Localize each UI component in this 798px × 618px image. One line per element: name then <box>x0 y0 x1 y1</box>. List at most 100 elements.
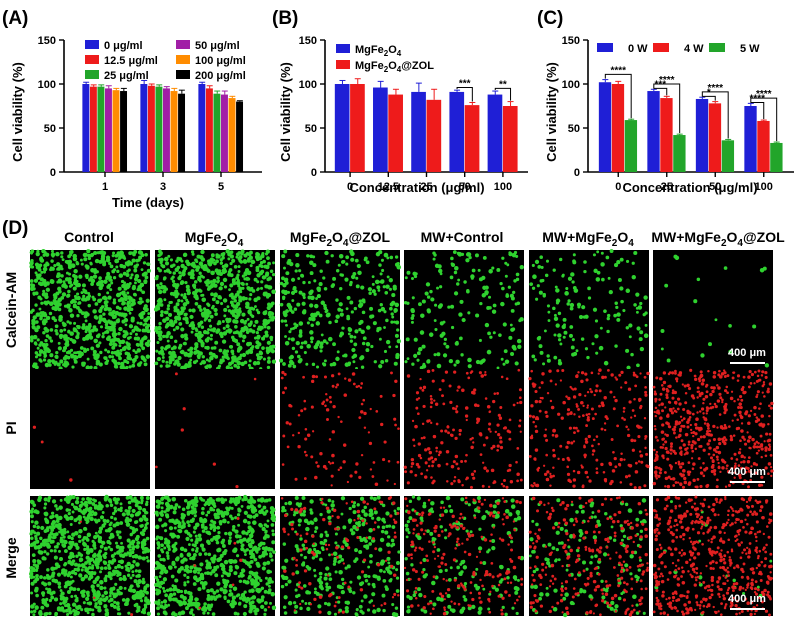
live-cell <box>569 306 574 311</box>
dead-cell <box>360 453 364 457</box>
live-cell <box>91 502 96 506</box>
live-cell <box>183 341 187 346</box>
dead-cell <box>747 485 750 489</box>
dead-cell <box>661 387 666 391</box>
dead-cell <box>624 475 629 479</box>
live-cell <box>256 547 261 551</box>
dead-cell <box>592 438 596 442</box>
live-cell <box>51 499 57 504</box>
live-cell <box>33 278 39 283</box>
live-cell <box>103 566 108 570</box>
live-cell <box>121 346 127 352</box>
dead-cell <box>760 484 764 487</box>
live-cell <box>298 269 302 273</box>
dead-cell <box>337 468 340 472</box>
live-cell <box>229 261 233 266</box>
live-cell <box>298 330 303 335</box>
dead-cell <box>768 432 772 436</box>
live-cell <box>92 352 97 357</box>
live-cell <box>45 552 50 556</box>
live-cell <box>146 559 150 563</box>
live-cell <box>433 353 437 357</box>
dead-cell <box>630 438 634 443</box>
dead-cell <box>552 453 556 458</box>
dead-cell <box>665 433 670 437</box>
live-cell <box>89 516 94 522</box>
dead-cell <box>498 416 503 420</box>
live-cell <box>455 340 459 344</box>
live-cell <box>117 572 121 576</box>
dead-cell <box>767 447 771 452</box>
dead-cell <box>638 486 642 490</box>
live-cell <box>245 276 250 281</box>
live-cell <box>236 278 240 283</box>
live-cell <box>131 251 134 255</box>
dead-cell <box>331 384 335 388</box>
live-cell <box>56 572 62 577</box>
live-cell <box>258 351 264 356</box>
live-cell <box>723 266 728 270</box>
live-cell <box>266 293 272 298</box>
live-cell <box>177 355 182 361</box>
dead-cell <box>708 439 712 443</box>
live-cell <box>29 499 34 504</box>
live-cell <box>555 323 560 328</box>
live-cell <box>47 575 52 580</box>
dead-cell <box>554 383 558 386</box>
live-cell <box>177 345 182 350</box>
live-cell <box>193 280 198 284</box>
live-cell <box>112 268 117 272</box>
dead-cell <box>310 405 314 409</box>
live-cell <box>365 342 371 347</box>
dead-cell <box>508 463 512 468</box>
bar <box>105 88 112 172</box>
live-cell <box>249 320 253 324</box>
dead-cell <box>576 429 580 433</box>
live-cell <box>353 306 358 311</box>
live-cell <box>179 546 185 552</box>
bar <box>236 101 244 172</box>
live-cell <box>480 358 485 364</box>
live-cell <box>255 331 259 335</box>
live-cell <box>190 321 194 325</box>
dead-cell <box>457 480 461 484</box>
live-cell <box>443 342 447 346</box>
dead-cell <box>686 425 690 429</box>
live-cell <box>353 335 357 339</box>
live-cell <box>123 257 127 260</box>
dead-cell <box>747 385 751 389</box>
live-cell <box>160 543 164 548</box>
live-cell <box>339 286 343 291</box>
live-cell <box>199 308 203 312</box>
live-cell <box>156 356 162 362</box>
dead-cell <box>446 480 449 483</box>
dead-cell <box>700 382 705 386</box>
dead-cell <box>683 476 687 481</box>
live-cell <box>141 556 146 561</box>
live-cell <box>212 595 216 599</box>
live-cell <box>236 554 240 558</box>
live-cell <box>107 295 112 300</box>
live-cell <box>262 505 267 510</box>
dead-cell <box>595 435 599 438</box>
dead-cell <box>578 392 582 397</box>
live-cell <box>137 569 142 574</box>
live-cell <box>488 269 493 274</box>
dead-cell <box>739 414 743 417</box>
panel-label-a: (A) <box>2 8 28 29</box>
dead-cell <box>471 436 474 440</box>
live-cell <box>140 341 143 345</box>
live-cell <box>105 255 111 260</box>
live-cell <box>74 594 78 598</box>
dead-cell <box>631 448 635 452</box>
live-cell <box>570 345 575 350</box>
live-cell <box>219 587 224 592</box>
live-cell <box>83 347 87 351</box>
dead-cell <box>584 372 588 376</box>
dead-cell <box>678 429 682 433</box>
live-cell <box>211 297 216 302</box>
dead-cell <box>682 417 686 420</box>
x-tick-label: 5 <box>218 181 224 193</box>
live-cell <box>78 518 82 522</box>
dead-cell <box>586 404 590 407</box>
